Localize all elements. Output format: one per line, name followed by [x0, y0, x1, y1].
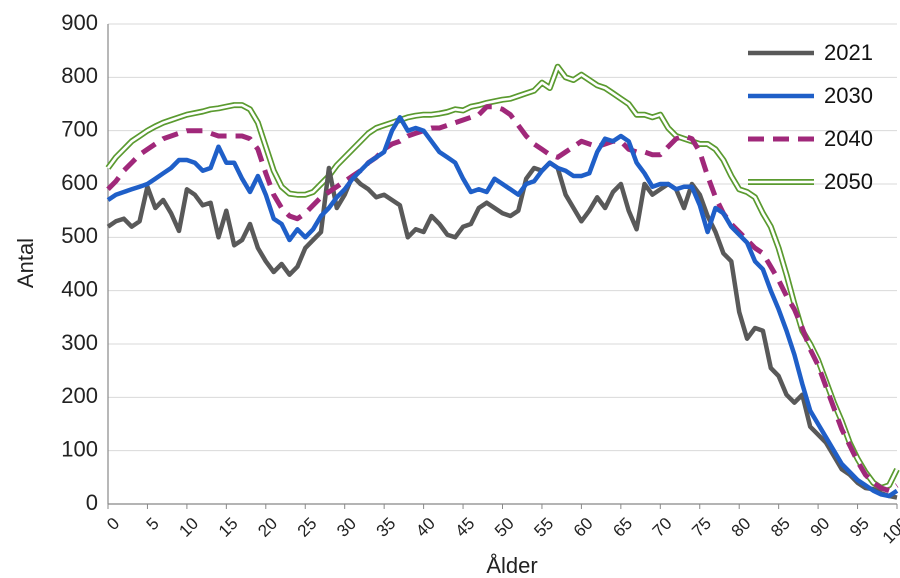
legend-label: 2021: [824, 40, 873, 65]
x-tick-label: 100: [879, 514, 900, 547]
x-tick-label: 50: [491, 514, 518, 541]
legend-item-2030: 2030: [748, 83, 873, 108]
legend-label: 2040: [824, 126, 873, 151]
legend-label: 2030: [824, 83, 873, 108]
y-tick-label: 800: [61, 63, 98, 88]
y-tick-label: 700: [61, 116, 98, 141]
legend-label: 2050: [824, 169, 873, 194]
gridlines: [108, 23, 897, 452]
x-axis-title: Ålder: [486, 553, 537, 578]
x-tick-label: 20: [254, 514, 281, 541]
x-tick-label: 70: [649, 514, 676, 541]
series-line-2030: [106, 115, 899, 499]
y-tick-label: 100: [61, 436, 98, 461]
legend-item-2050: 2050: [748, 169, 873, 194]
x-tick-label: 0: [103, 514, 123, 534]
series-line-2040: [106, 104, 899, 494]
x-tick-label: 5: [143, 514, 163, 534]
x-tick-label: 80: [728, 514, 755, 541]
series-line-2021: [106, 160, 898, 500]
y-tick-label: 200: [61, 383, 98, 408]
x-tick-label: 60: [570, 514, 597, 541]
x-tick-label: 55: [530, 514, 557, 541]
y-axis-title: Antal: [13, 238, 38, 288]
x-axis-ticks: 0 5 10 15 20 25 30 35 40 45 50 55 60 65 70 75 80 85 90 95 10…: [103, 504, 900, 547]
x-tick-label: 75: [688, 514, 715, 541]
x-tick-label: 10: [175, 514, 202, 541]
x-tick-label: 25: [294, 514, 321, 541]
series-lines: [105, 63, 900, 500]
x-tick-label: 30: [333, 514, 360, 541]
legend: 2021 2030 2040 2050: [748, 40, 873, 194]
y-tick-label: 500: [61, 223, 98, 248]
series-line-2050: [105, 63, 900, 491]
x-tick-label: 65: [609, 514, 636, 541]
y-tick-label: 600: [61, 170, 98, 195]
y-tick-label: 300: [61, 330, 98, 355]
y-tick-label: 900: [61, 10, 98, 35]
y-tick-label: 0: [86, 490, 98, 515]
x-tick-label: 45: [452, 514, 479, 541]
series-line-2050-inner: [106, 65, 899, 490]
x-tick-label: 35: [373, 514, 400, 541]
legend-item-2040: 2040: [748, 126, 873, 151]
axes: [107, 24, 897, 505]
x-tick-label: 40: [412, 514, 439, 541]
legend-item-2021: 2021: [748, 40, 873, 65]
x-tick-label: 15: [215, 514, 242, 541]
x-tick-label: 85: [767, 514, 794, 541]
y-axis-ticks: 0 100 200 300 400 500 600 700 800 900: [61, 10, 98, 515]
x-tick-label: 95: [846, 514, 873, 541]
x-tick-label: 90: [807, 514, 834, 541]
y-tick-label: 400: [61, 276, 98, 301]
